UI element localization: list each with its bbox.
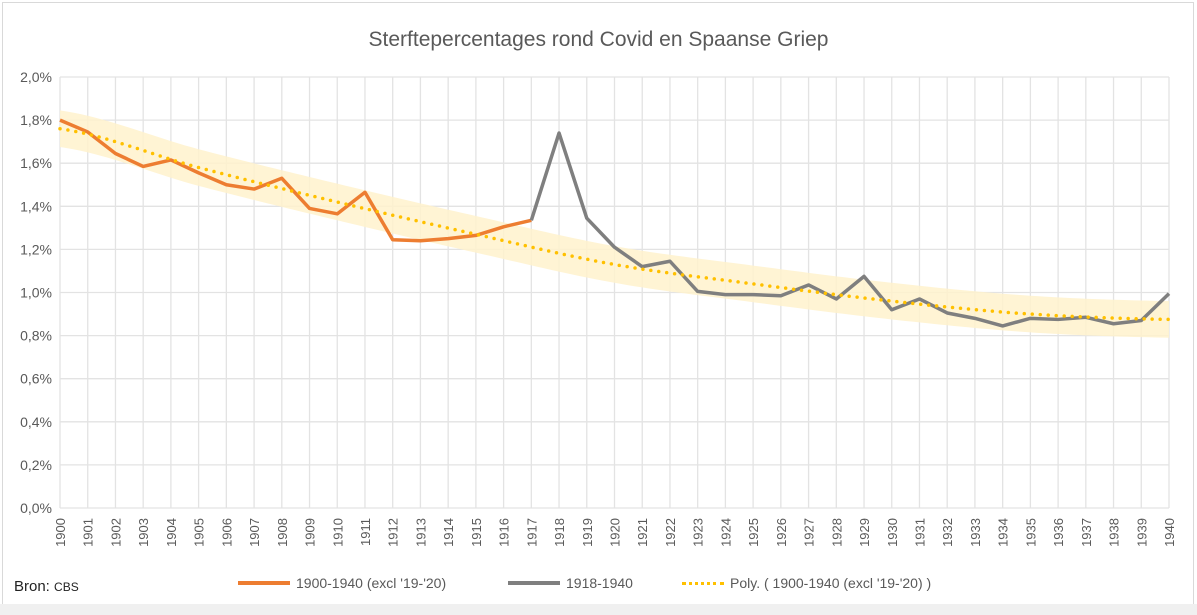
x-tick-label: 1901 [81, 518, 96, 547]
x-tick-label: 1908 [275, 518, 290, 547]
y-tick-label: 1,6% [20, 155, 52, 171]
series-line-gray [529, 131, 1171, 328]
y-tick-label: 0,6% [20, 371, 52, 387]
x-tick-label: 1923 [691, 518, 706, 547]
legend-label: 1900-1940 (excl '19-'20) [296, 575, 447, 591]
x-tick-label: 1914 [441, 518, 456, 547]
series-line-orange [59, 118, 532, 243]
x-tick-label: 1909 [303, 518, 318, 547]
trend-confidence-band [60, 110, 1169, 338]
legend-swatch-orange [238, 581, 290, 585]
y-tick-label: 0,0% [20, 500, 52, 516]
x-tick-label: 1926 [774, 518, 789, 547]
x-tick-label: 1936 [1051, 518, 1066, 547]
x-tick-label: 1932 [940, 518, 955, 547]
x-tick-label: 1917 [524, 518, 539, 547]
legend-item-orange: 1900-1940 (excl '19-'20) [238, 575, 446, 591]
x-tick-label: 1904 [164, 518, 179, 547]
x-tick-label: 1927 [802, 518, 817, 547]
x-tick-label: 1935 [1023, 518, 1038, 547]
x-tick-label: 1934 [996, 518, 1011, 547]
trend-line-poly [58, 126, 1171, 322]
x-tick-label: 1928 [829, 518, 844, 547]
x-tick-label: 1907 [247, 518, 262, 547]
x-tick-label: 1921 [635, 518, 650, 547]
y-tick-label: 2,0% [20, 69, 52, 85]
x-tick-label: 1940 [1162, 518, 1177, 547]
x-tick-label: 1906 [219, 518, 234, 547]
y-tick-label: 1,4% [20, 198, 52, 214]
x-tick-label: 1922 [663, 518, 678, 547]
legend-swatch-poly [682, 581, 724, 585]
bottom-strip [0, 604, 1197, 615]
x-tick-label: 1903 [136, 518, 151, 547]
x-tick-label: 1933 [968, 518, 983, 547]
y-tick-label: 0,4% [20, 414, 52, 430]
source-note: Bron: CBS [14, 578, 79, 595]
x-tick-label: 1910 [330, 518, 345, 547]
x-tick-label: 1911 [358, 518, 373, 546]
x-tick-label: 1920 [608, 518, 623, 547]
y-tick-label: 1,2% [20, 241, 52, 257]
legend-item-poly: Poly. ( 1900-1940 (excl '19-'20) ) [682, 575, 931, 591]
y-tick-label: 1,8% [20, 112, 52, 128]
x-tick-label: 1930 [885, 518, 900, 547]
x-tick-label: 1902 [108, 518, 123, 547]
y-tick-label: 0,8% [20, 328, 52, 344]
source-value: CBS [54, 580, 79, 594]
x-tick-label: 1929 [857, 518, 872, 547]
x-tick-label: 1912 [386, 518, 401, 547]
x-tick-label: 1937 [1079, 518, 1094, 547]
chart-title: Sterftepercentages rond Covid en Spaanse… [368, 28, 829, 51]
y-tick-label: 1,0% [20, 285, 52, 301]
legend-label: Poly. ( 1900-1940 (excl '19-'20) ) [730, 575, 932, 591]
legend-item-gray: 1918-1940 [508, 575, 633, 591]
x-tick-label: 1924 [718, 518, 733, 547]
x-tick-label: 1925 [746, 518, 761, 547]
y-tick-label: 0,2% [20, 457, 52, 473]
legend-swatch-gray [508, 581, 560, 585]
legend-label: 1918-1940 [566, 575, 633, 591]
x-tick-label: 1938 [1107, 518, 1122, 547]
x-tick-label: 1915 [469, 518, 484, 547]
x-tick-label: 1913 [413, 518, 428, 547]
x-tick-label: 1916 [497, 518, 512, 547]
x-tick-label: 1939 [1134, 518, 1149, 547]
x-tick-label: 1919 [580, 518, 595, 547]
x-tick-label: 1900 [53, 518, 68, 547]
x-tick-label: 1918 [552, 518, 567, 547]
x-tick-label: 1905 [192, 518, 207, 547]
source-label: Bron: [14, 578, 50, 595]
x-tick-label: 1931 [912, 518, 927, 547]
